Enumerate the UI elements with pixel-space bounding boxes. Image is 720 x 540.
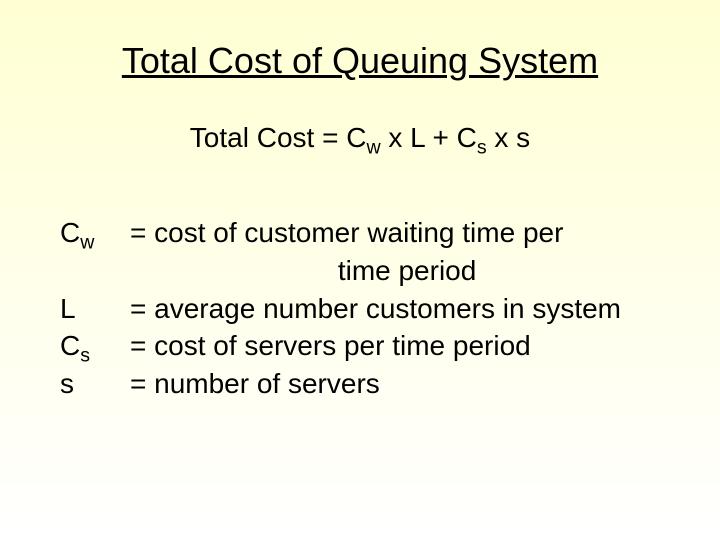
definition-equals: = — [130, 327, 154, 365]
definition-desc: average number customers in system — [154, 290, 660, 328]
definition-equals: = — [130, 290, 154, 328]
definition-row: Cs = cost of servers per time period — [60, 327, 660, 365]
definition-equals: = — [130, 365, 154, 403]
definition-desc: number of servers — [154, 365, 660, 403]
slide-container: Total Cost of Queuing System Total Cost … — [0, 0, 720, 540]
definition-symbol: Cw — [60, 214, 130, 252]
definition-desc-line1: average number customers in system — [154, 290, 660, 328]
symbol-sub: w — [80, 232, 94, 254]
definition-symbol: Cs — [60, 327, 130, 365]
formula-sub-s: s — [477, 137, 487, 159]
symbol-base: s — [60, 368, 74, 399]
symbol-base: L — [60, 293, 76, 324]
definition-desc: cost of customer waiting time per time p… — [154, 214, 660, 290]
definition-desc-line1: cost of servers per time period — [154, 327, 660, 365]
formula-tail: x s — [487, 122, 531, 153]
definition-desc-line1: cost of customer waiting time per — [154, 214, 660, 252]
definition-row: s = number of servers — [60, 365, 660, 403]
formula-mid: x L + C — [381, 122, 477, 153]
formula-sub-w: w — [366, 137, 380, 159]
symbol-sub: s — [80, 345, 90, 367]
definitions-list: Cw = cost of customer waiting time per t… — [60, 214, 660, 403]
definition-desc-line2: time period — [154, 252, 660, 290]
definition-row: L = average number customers in system — [60, 290, 660, 328]
symbol-base: C — [60, 217, 80, 248]
total-cost-formula: Total Cost = Cw x L + Cs x s — [60, 122, 660, 154]
definition-symbol: L — [60, 290, 130, 328]
formula-lead: Total Cost = C — [190, 122, 367, 153]
definition-equals: = — [130, 214, 154, 252]
symbol-base: C — [60, 330, 80, 361]
definition-desc-line1: number of servers — [154, 365, 660, 403]
slide-title: Total Cost of Queuing System — [60, 40, 660, 82]
definition-desc: cost of servers per time period — [154, 327, 660, 365]
definition-row: Cw = cost of customer waiting time per t… — [60, 214, 660, 290]
definition-symbol: s — [60, 365, 130, 403]
